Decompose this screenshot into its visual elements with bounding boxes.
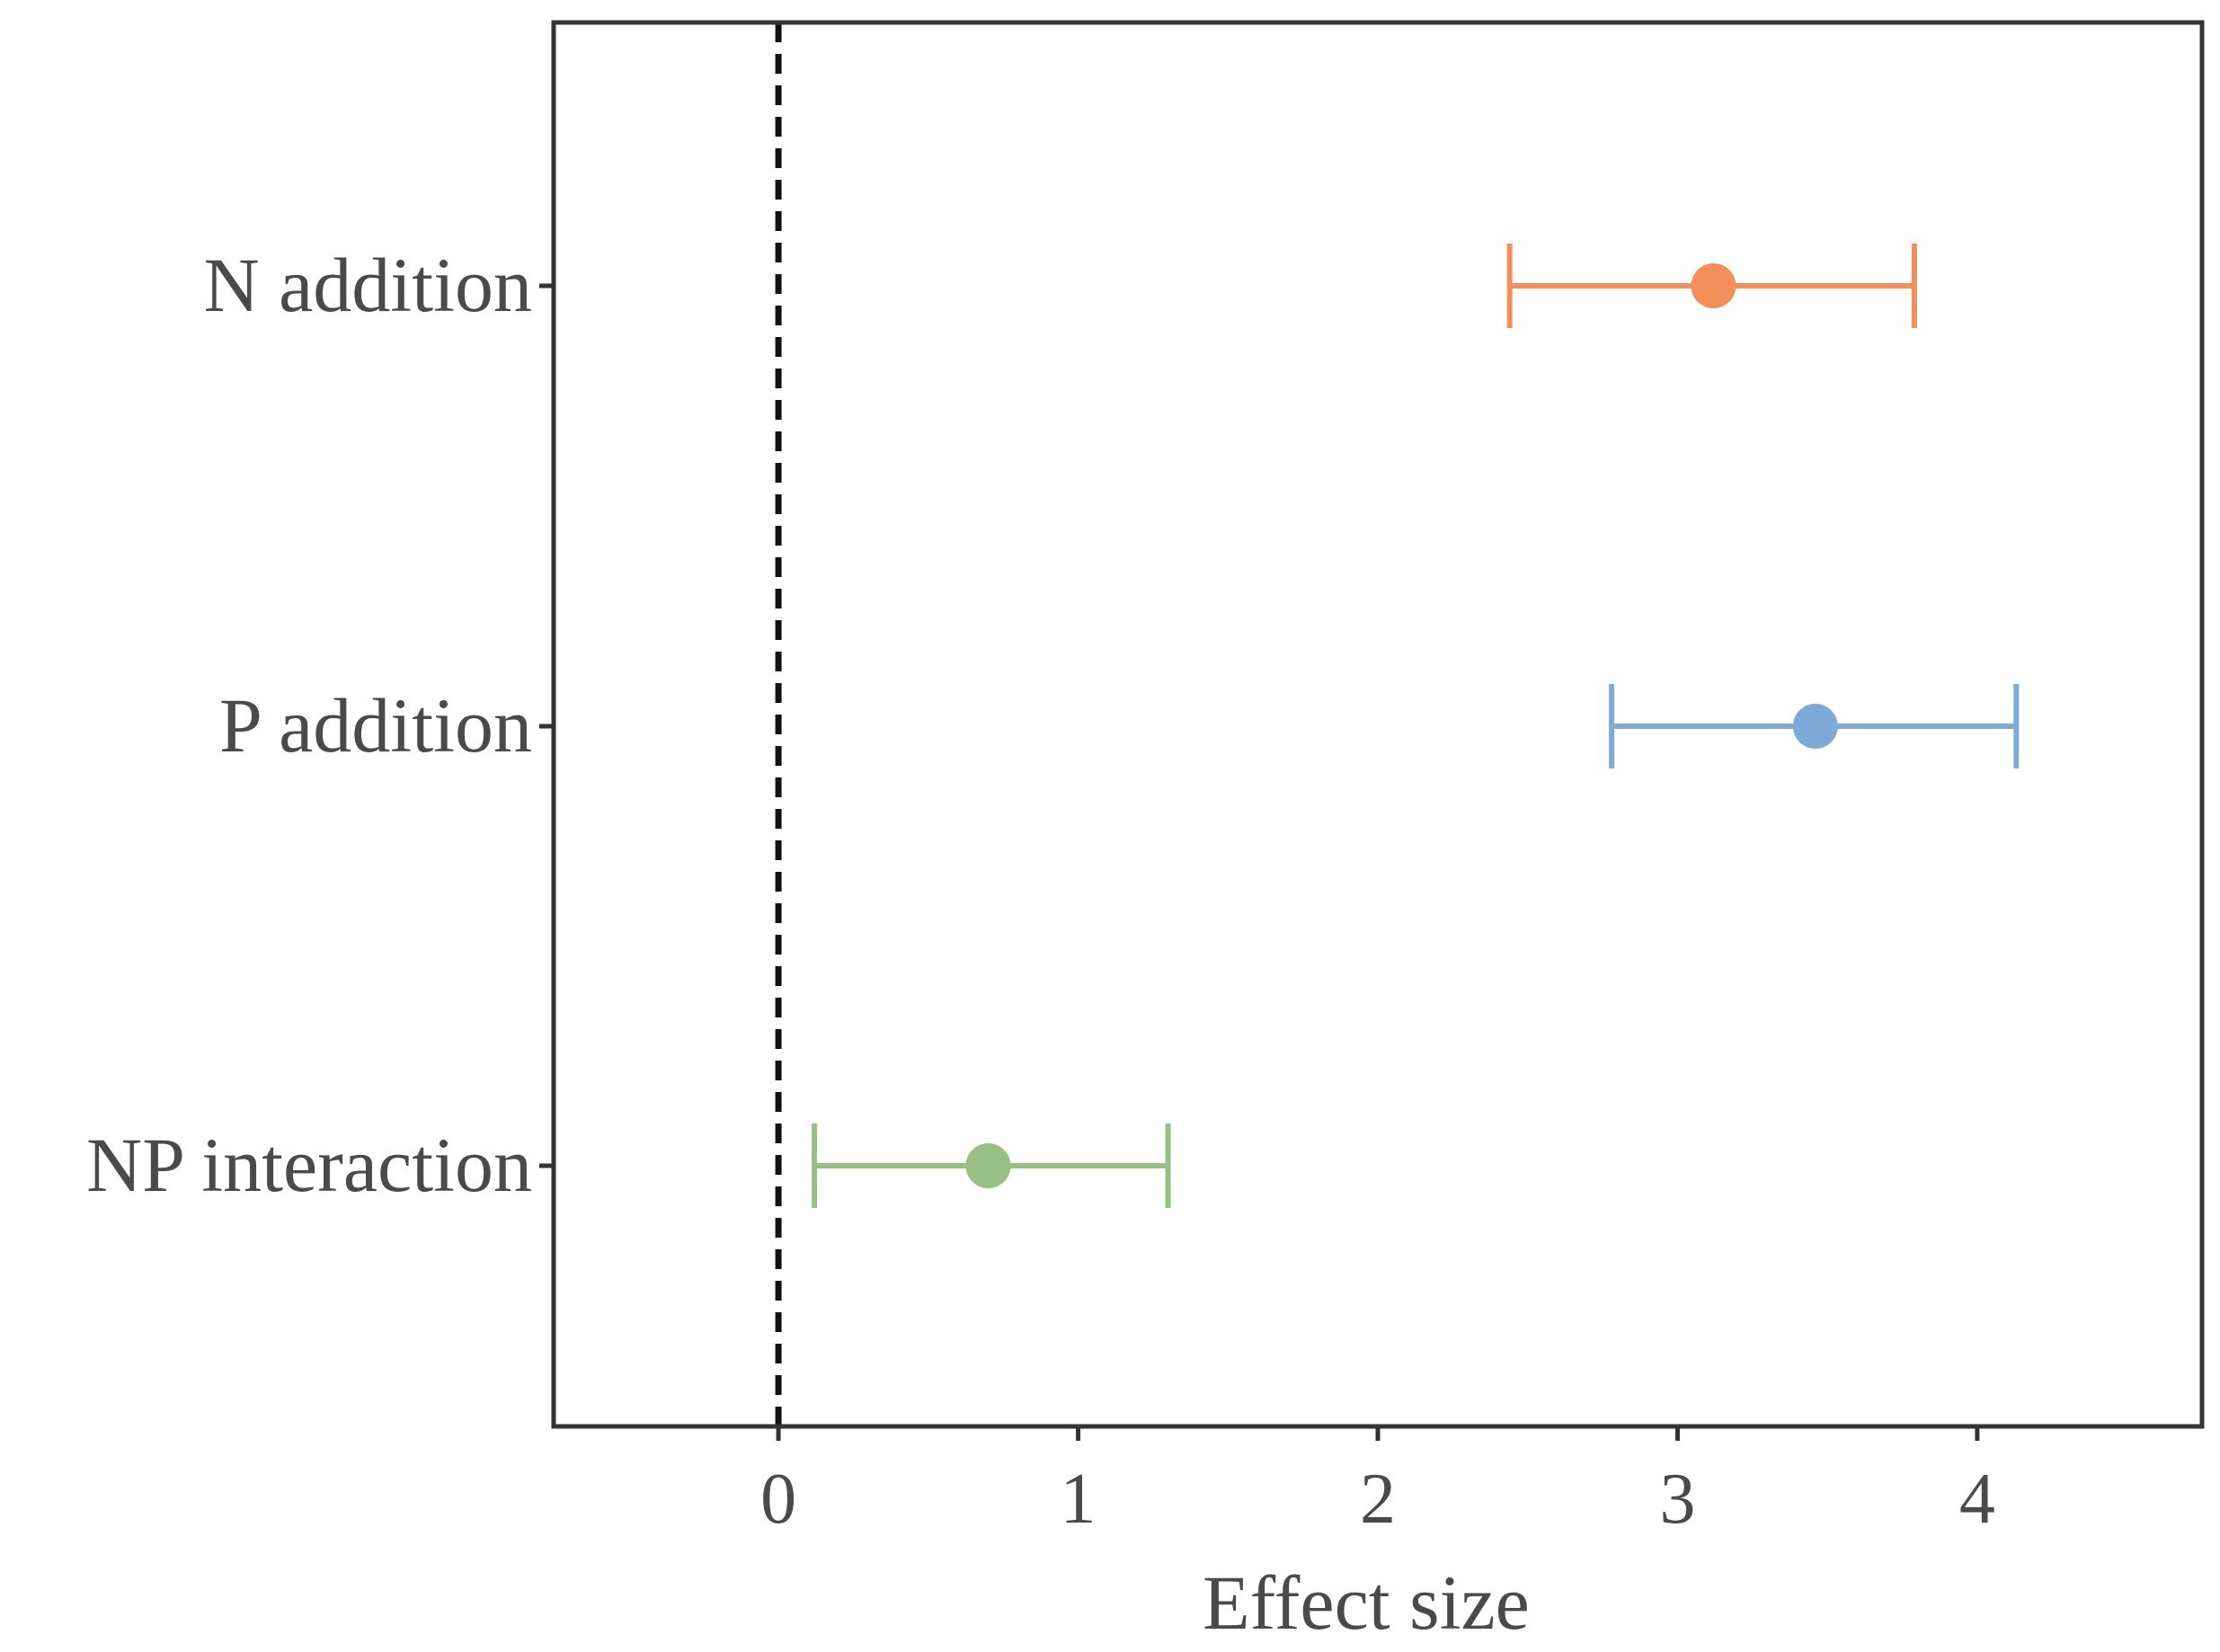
point-estimate-p-addition	[1792, 704, 1838, 749]
marks-layer	[812, 244, 2020, 1208]
point-estimate-np-interaction	[965, 1143, 1011, 1188]
x-axis-title: Effect size	[1203, 1559, 1530, 1646]
x-tick-label: 3	[1659, 1460, 1695, 1539]
y-tick-label: N addition	[204, 242, 532, 328]
point-estimate-n-addition	[1691, 263, 1736, 308]
x-tick-label: 1	[1061, 1460, 1097, 1539]
y-tick-label: NP interaction	[86, 1122, 532, 1208]
x-tick-label: 4	[1959, 1460, 1995, 1539]
series-n-addition	[1506, 244, 1917, 328]
axes-layer: 0 1 2 3 4 N addition P addition NP interaction	[86, 242, 1995, 1539]
y-tick-label: P addition	[219, 682, 532, 768]
series-np-interaction	[812, 1124, 1171, 1208]
x-tick-label: 0	[760, 1460, 796, 1539]
series-p-addition	[1609, 684, 2020, 768]
x-tick-label: 2	[1360, 1460, 1396, 1539]
